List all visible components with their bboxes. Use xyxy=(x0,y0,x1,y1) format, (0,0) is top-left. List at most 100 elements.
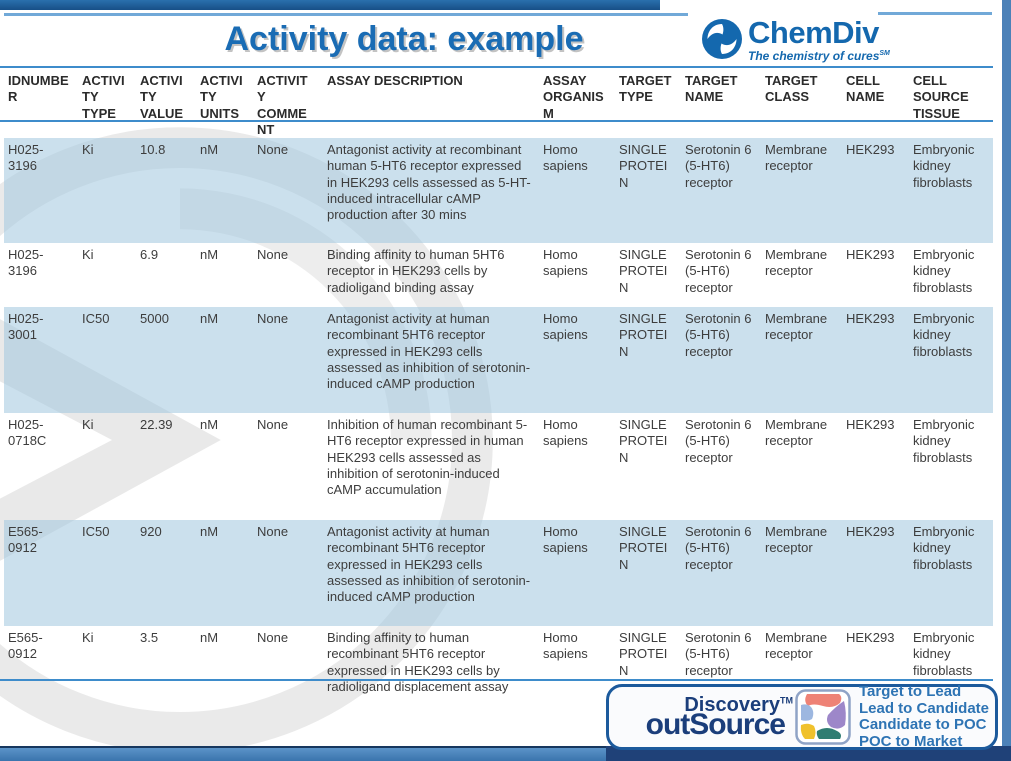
table-cell: SINGLE PROTEIN xyxy=(619,630,668,678)
table-cell: E565-0912 xyxy=(8,524,43,556)
table-cell: Homo sapiens xyxy=(543,142,588,174)
table-cell: Serotonin 6 (5-HT6) receptor xyxy=(685,311,752,359)
table-cell: Embryonic kidney fibroblasts xyxy=(913,247,975,295)
column-header-assay-organism: ASSAY ORGANISM xyxy=(543,73,604,121)
table-cell: Binding affinity to human 5HT6 receptor … xyxy=(327,247,505,295)
title-underline xyxy=(4,13,688,16)
stage-item: Candidate to POC xyxy=(858,716,987,733)
table-cell: H025-3196 xyxy=(8,247,44,279)
table-cell: SINGLE PROTEIN xyxy=(619,142,668,190)
outsource-wordmark: DiscoveryTM outSource xyxy=(645,695,793,741)
table-cell: HEK293 xyxy=(846,142,895,157)
table-cell: HEK293 xyxy=(846,247,895,262)
stages-mosaic-icon xyxy=(795,689,851,745)
table-cell: H025-3196 xyxy=(8,142,44,174)
chemdiv-logo: ChemDiv The chemistry of curesSM xyxy=(700,17,890,62)
table-cell: Membrane receptor xyxy=(765,630,828,662)
table-cell: nM xyxy=(200,524,219,539)
table-cell: SINGLE PROTEIN xyxy=(619,311,668,359)
table-cell: SINGLE PROTEIN xyxy=(619,524,668,572)
table-cell: HEK293 xyxy=(846,311,895,326)
table-cell: Inhibition of human recombinant 5-HT6 re… xyxy=(327,417,528,497)
right-edge-strip xyxy=(1002,0,1011,761)
table-cell: Ki xyxy=(82,630,94,645)
table-cell: E565-0912 xyxy=(8,630,43,662)
stage-item: Target to Lead xyxy=(858,683,962,700)
column-header-assay-description: ASSAY DESCRIPTION xyxy=(327,73,463,88)
table-cell: Homo sapiens xyxy=(543,630,588,662)
table-row: H025-3001 IC50 5000 nM None Antagonist activi… xyxy=(4,307,993,413)
table-cell: Antagonist activity at recombinant human… xyxy=(327,142,531,222)
discovery-label: DiscoveryTM xyxy=(684,693,793,716)
column-header-cell-source-tissue: CELL SOURCE TISSUE xyxy=(913,73,969,121)
table-cell: Antagonist activity at human recombinant… xyxy=(327,524,531,604)
column-header-activity-comment: ACTIVITY COMMENT xyxy=(257,73,308,137)
table-cell: HEK293 xyxy=(846,417,895,432)
table-cell: Embryonic kidney fibroblasts xyxy=(913,142,975,190)
column-header-cell-name: CELL NAME xyxy=(846,73,885,105)
table-cell: H025-3001 xyxy=(8,311,44,343)
table-row: H025-3196 Ki 6.9 nM None Binding affinity to … xyxy=(4,243,993,307)
table-header-row: IDNUMBER ACTIVITY TYPE ACTIVITY VALUE AC… xyxy=(4,69,993,138)
table-cell: Antagonist activity at human recombinant… xyxy=(327,311,531,391)
table-cell: nM xyxy=(200,630,219,645)
table-cell: 22.39 xyxy=(140,417,173,432)
column-header-idnumber: IDNUMBER xyxy=(8,73,69,105)
table-cell: nM xyxy=(200,311,219,326)
table-top-rule xyxy=(0,66,993,68)
table-cell: None xyxy=(257,417,289,432)
table-cell: Embryonic kidney fibroblasts xyxy=(913,417,975,465)
table-cell: Embryonic kidney fibroblasts xyxy=(913,630,975,678)
table-row: E565-0912 IC50 920 nM None Antagonist activit… xyxy=(4,520,993,626)
table-cell: nM xyxy=(200,142,219,157)
table-cell: nM xyxy=(200,417,219,432)
table-cell: None xyxy=(257,630,289,645)
table-cell: 10.8 xyxy=(140,142,166,157)
table-cell: Embryonic kidney fibroblasts xyxy=(913,524,975,572)
table-cell: IC50 xyxy=(82,524,110,539)
table-cell: SINGLE PROTEIN xyxy=(619,417,668,465)
table-cell: Membrane receptor xyxy=(765,417,828,449)
table-cell: 3.5 xyxy=(140,630,159,645)
table-cell: Homo sapiens xyxy=(543,311,588,343)
discovery-outsource-badge: DiscoveryTM outSource Target to Lead Lea… xyxy=(606,683,998,750)
table-body: H025-3196 Ki 10.8 nM None Antagonist activity… xyxy=(4,138,993,695)
outsource-label: outSource xyxy=(645,707,786,741)
table-cell: Homo sapiens xyxy=(543,524,588,556)
table-cell: Binding affinity to human recombinant 5H… xyxy=(327,630,509,694)
chemdiv-tagline: The chemistry of curesSM xyxy=(748,49,890,63)
table-cell: Ki xyxy=(82,247,94,262)
table-cell: H025-0718C xyxy=(8,417,47,449)
table-cell: 6.9 xyxy=(140,247,159,262)
table-cell: Homo sapiens xyxy=(543,247,588,279)
table-cell: Serotonin 6 (5-HT6) receptor xyxy=(685,524,752,572)
table-cell: None xyxy=(257,524,289,539)
column-header-target-class: TARGET CLASS xyxy=(765,73,818,105)
table-bottom-rule xyxy=(0,679,993,681)
table-header-rule xyxy=(0,120,993,122)
table-cell: Membrane receptor xyxy=(765,142,828,174)
table-cell: None xyxy=(257,311,289,326)
table-cell: 920 xyxy=(140,524,162,539)
table-cell: Serotonin 6 (5-HT6) receptor xyxy=(685,417,752,465)
chemdiv-wordmark: ChemDiv The chemistry of curesSM xyxy=(748,17,890,62)
stage-item: POC to Market xyxy=(858,732,963,750)
column-header-activity-value: ACTIVITY VALUE xyxy=(140,73,184,121)
table-cell: None xyxy=(257,247,289,262)
table-cell: Membrane receptor xyxy=(765,524,828,556)
table-cell: IC50 xyxy=(82,311,110,326)
table-cell: Embryonic kidney fibroblasts xyxy=(913,311,975,359)
table-cell: Serotonin 6 (5-HT6) receptor xyxy=(685,247,752,295)
table-cell: Membrane receptor xyxy=(765,247,828,279)
page-title: Activity data: example xyxy=(224,20,584,58)
table-cell: Homo sapiens xyxy=(543,417,588,449)
activity-data-table: IDNUMBER ACTIVITY TYPE ACTIVITY VALUE AC… xyxy=(4,69,993,695)
table-cell: 5000 xyxy=(140,311,169,326)
table-cell: Serotonin 6 (5-HT6) receptor xyxy=(685,630,752,678)
column-header-target-name: TARGET NAME xyxy=(685,73,738,105)
table-cell: Ki xyxy=(82,142,94,157)
chemdiv-name: ChemDiv xyxy=(748,15,879,50)
top-banner-bar xyxy=(0,0,660,10)
pipeline-stages: Target to Lead Lead to Candidate Candida… xyxy=(858,683,989,750)
